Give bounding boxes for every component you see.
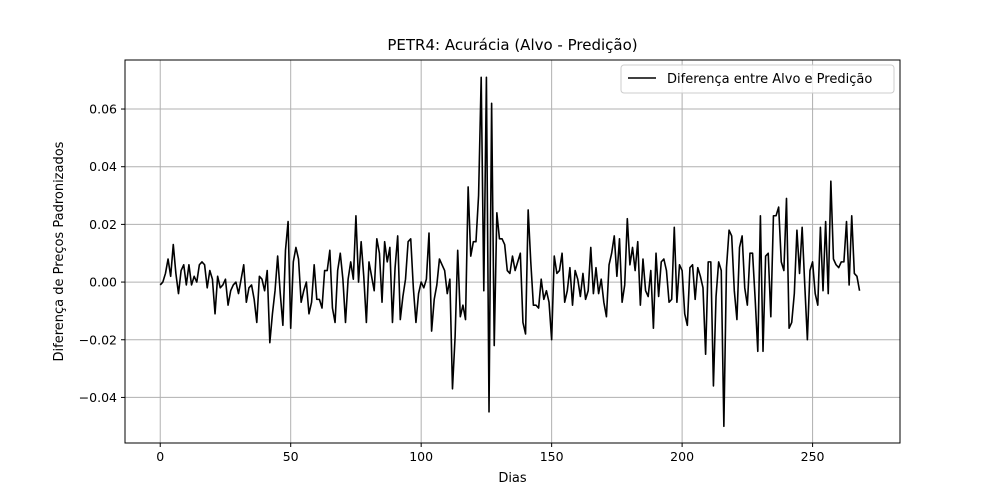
x-tick-label: 250 <box>801 449 825 464</box>
series-layer <box>159 76 861 428</box>
plot-frame <box>124 59 901 444</box>
x-axis: 0 50 100 150 200 250 <box>156 443 825 464</box>
legend-box <box>620 64 895 94</box>
y-axis-label: Diferença de Preços Padronizados <box>52 141 67 361</box>
y-tick-label: −0.02 <box>79 332 117 347</box>
y-tick-label: 0.06 <box>89 102 117 117</box>
y-tick-label: 0.00 <box>89 275 117 290</box>
x-tick-label: 50 <box>283 449 299 464</box>
x-tick-label: 0 <box>156 449 164 464</box>
series-line <box>159 76 861 428</box>
grid <box>125 60 900 443</box>
chart-title: PETR4: Acurácia (Alvo - Predição) <box>387 36 637 54</box>
legend-label: Diferença entre Alvo e Predição <box>667 72 872 87</box>
y-tick-label: 0.02 <box>89 217 117 232</box>
y-tick-label: −0.04 <box>79 390 117 405</box>
x-tick-label: 200 <box>670 449 694 464</box>
legend: Diferença entre Alvo e Predição <box>620 64 895 94</box>
x-axis-label: Dias <box>498 471 527 486</box>
y-tick-label: 0.04 <box>89 159 117 174</box>
x-tick-label: 150 <box>540 449 564 464</box>
y-axis: −0.04 −0.02 0.00 0.02 0.04 0.06 <box>79 102 125 405</box>
x-tick-label: 100 <box>409 449 433 464</box>
